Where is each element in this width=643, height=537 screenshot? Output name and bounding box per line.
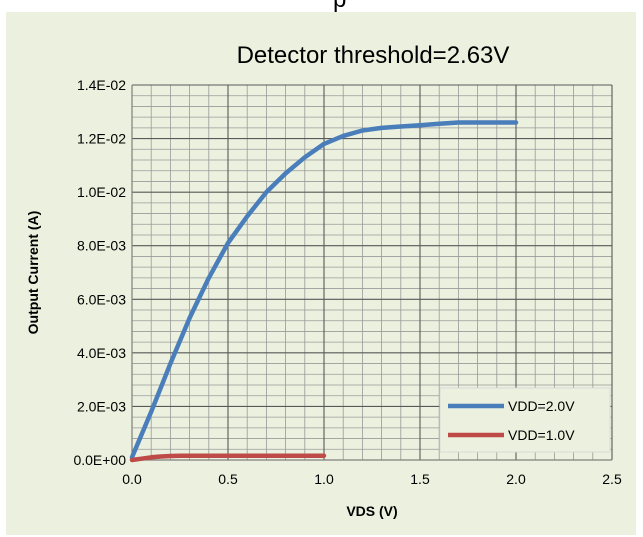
x-tick-label: 0.5: [218, 471, 238, 487]
x-tick-label: 0.0: [122, 471, 142, 487]
legend-entry-label: VDD=2.0V: [508, 398, 575, 414]
y-tick-label: 8.0E-03: [77, 238, 126, 254]
legend-box: [439, 387, 611, 453]
axes: [131, 85, 612, 461]
x-tick-label: 2.5: [602, 471, 622, 487]
cropped-heading-text: p: [333, 0, 346, 12]
x-tick-label: 1.5: [410, 471, 430, 487]
y-tick-label: 1.4E-02: [77, 77, 126, 93]
x-tick-label: 2.0: [506, 471, 526, 487]
x-axis-title: VDS (V): [346, 503, 397, 519]
y-axis-ticks: 0.0E+00 2.0E-03 4.0E-03 6.0E-03 8.0E-03 1.0E-…: [73, 77, 126, 468]
x-tick-label: 1.0: [314, 471, 334, 487]
series-line-vdd-2-0v: [129, 120, 519, 460]
series-line-vdd-1-0v: [129, 453, 327, 463]
y-tick-label: 1.2E-02: [77, 131, 126, 147]
y-axis-title: Output Current (A): [25, 211, 41, 335]
minor-gridlines: [132, 85, 612, 460]
chart-title: Detector threshold=2.63V: [237, 42, 510, 69]
y-tick-label: 2.0E-03: [77, 398, 126, 414]
legend-entry-label: VDD=1.0V: [508, 427, 575, 443]
y-tick-label: 6.0E-03: [77, 291, 126, 307]
x-axis-ticks: 0.0 0.5 1.0 1.5 2.0 2.5: [122, 471, 622, 487]
y-tick-label: 1.0E-02: [77, 184, 126, 200]
series-lines: [129, 120, 519, 463]
y-tick-label: 0.0E+00: [73, 452, 126, 468]
legend: VDD=2.0V VDD=1.0V: [439, 387, 611, 453]
y-tick-label: 4.0E-03: [77, 345, 126, 361]
cropped-heading-fragment: p: [0, 0, 643, 12]
